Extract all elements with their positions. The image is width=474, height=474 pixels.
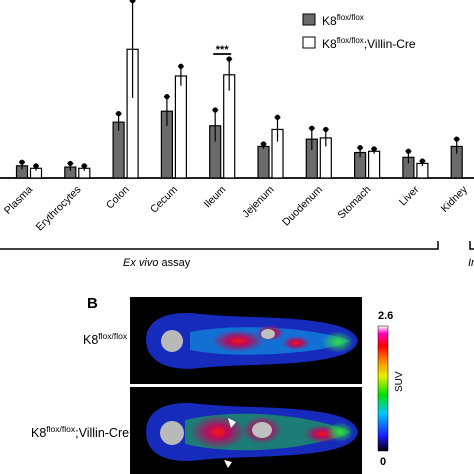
category-label-erythrocytes: Erythrocytes — [34, 184, 84, 234]
category-label-stomach: Stomach — [335, 184, 373, 222]
group-label-ex-vivo-italic: Ex vivo — [123, 257, 158, 269]
data-point-stomach-series-1 — [357, 145, 363, 151]
legend-swatch-series-2 — [302, 36, 316, 49]
row-label-control: K8flox/flox — [83, 331, 128, 347]
colorbar-max-label: 2.6 — [378, 310, 393, 322]
category-label-duodenum: Duodenum — [280, 183, 325, 228]
data-point-colon-series-2 — [130, 0, 136, 4]
head-glow-control — [322, 331, 354, 353]
bladder-knockout — [160, 421, 184, 445]
legend-series-1-sup: flox/flox — [337, 13, 364, 22]
colorbar-title: SUV — [394, 371, 405, 392]
suv-colorbar: 2.6 0 SUV — [377, 310, 405, 468]
significance-label-ileum: *** — [216, 44, 230, 56]
data-point-stomach-series-2 — [371, 146, 377, 152]
data-point-jejenum-series-2 — [274, 114, 281, 120]
organ-control — [261, 329, 275, 339]
bracket-line-ex-vivo — [0, 241, 439, 250]
bracket-line-in-vivo — [469, 241, 474, 250]
category-label-plasma: Plasma — [2, 184, 35, 217]
data-point-colon-series-1 — [116, 111, 122, 117]
data-point-jejenum-series-1 — [260, 141, 267, 147]
group-label-ex-vivo-suffix: assay — [158, 257, 190, 269]
legend: K8flox/flox K8flox/flox;Villin-Cre — [302, 13, 416, 51]
bar-jejenum-series-1 — [257, 145, 270, 179]
hotspot-control-3 — [282, 336, 310, 350]
category-label-cecum: Cecum — [148, 183, 180, 215]
row-label-knockout-name: K8 — [31, 426, 46, 440]
category-label-ileum: Ileum — [202, 183, 229, 210]
colorbar-gradient — [377, 325, 389, 452]
data-point-duodenum-series-1 — [309, 125, 315, 131]
pet-imaging-panel: B K8flox/flox K8flox/flox;Villin-Cre — [31, 295, 405, 474]
legend-series-2-name: K8 — [322, 37, 337, 51]
panel-letter-b: B — [87, 295, 98, 312]
data-point-erythrocytes-series-1 — [67, 160, 73, 167]
group-label-ex-vivo: Ex vivo assay — [123, 257, 191, 269]
data-point-ileum-series-2 — [226, 56, 232, 62]
legend-swatch-series-1 — [302, 13, 316, 26]
category-label-jejenum: Jejenum — [240, 183, 277, 220]
category-label-kidney: Kidney — [439, 183, 471, 215]
bars-layer — [15, 0, 463, 179]
legend-series-2-suffix: ;Villin-Cre — [364, 37, 416, 51]
group-label-in-vivo: In — [468, 257, 474, 269]
row-label-control-sup: flox/flox — [98, 331, 128, 341]
bar-stomach-series-2 — [368, 150, 381, 179]
data-point-cecum-series-2 — [178, 63, 184, 69]
data-point-liver-series-1 — [405, 148, 411, 154]
colorbar-min-label: 0 — [380, 456, 386, 468]
arrowhead-marker-1 — [228, 418, 236, 428]
significance-markers: ****** — [213, 44, 232, 56]
category-label-colon: Colon — [104, 184, 132, 212]
row-label-control-name: K8 — [83, 333, 98, 347]
row-label-knockout: K8flox/flox;Villin-Cre — [31, 424, 129, 440]
hotspot-control-1 — [212, 330, 264, 352]
data-point-duodenum-series-2 — [323, 126, 329, 133]
bladder-control — [161, 330, 183, 352]
legend-series-1-name: K8 — [322, 14, 337, 28]
data-point-kidney-series-1 — [454, 136, 460, 142]
data-point-plasma-series-1 — [19, 159, 25, 165]
data-point-liver-series-2 — [419, 158, 425, 164]
pet-scan-knockout — [130, 387, 362, 474]
data-point-plasma-series-2 — [33, 163, 39, 169]
category-label-liver: Liver — [397, 183, 422, 208]
legend-series-2-sup: flox/flox — [337, 36, 364, 45]
head-glow-knockout — [326, 422, 354, 442]
row-label-knockout-sup: flox/flox — [46, 424, 76, 434]
data-point-cecum-series-1 — [164, 94, 170, 100]
group-bracket-in-vivo: In — [468, 241, 474, 269]
data-point-ileum-series-1 — [212, 107, 218, 113]
legend-entry-series-1: K8flox/flox — [322, 13, 364, 28]
hotspot-knockout-1 — [190, 415, 246, 449]
legend-entry-series-2: K8flox/flox;Villin-Cre — [322, 36, 416, 51]
row-label-knockout-suffix: ;Villin-Cre — [75, 426, 129, 440]
data-point-erythrocytes-series-2 — [81, 163, 87, 169]
pet-scan-control — [130, 297, 362, 384]
bar-cecum-series-2 — [174, 75, 187, 179]
organ-knockout — [252, 422, 272, 438]
group-bracket-ex-vivo: Ex vivo assay — [0, 241, 439, 269]
arrowhead-marker-2 — [224, 460, 232, 468]
